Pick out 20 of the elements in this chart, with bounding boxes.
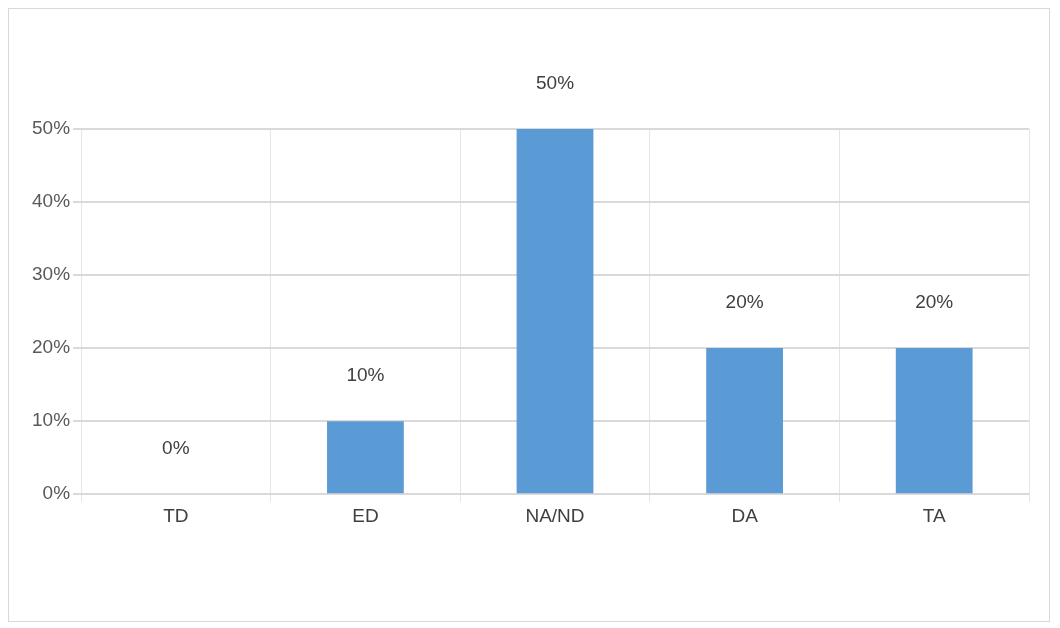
y-tick-label: 10% — [32, 409, 71, 431]
y-tick-label: 50% — [32, 117, 71, 139]
y-tick-label: 20% — [32, 336, 71, 358]
data-label: 0% — [162, 436, 190, 458]
bar — [895, 348, 973, 494]
y-tick-label: 30% — [32, 263, 71, 285]
bar — [516, 129, 594, 494]
x-tick-label: DA — [731, 504, 759, 526]
data-label: 20% — [725, 290, 764, 312]
x-tick-label: NA/ND — [525, 504, 585, 526]
y-tick-label: 40% — [32, 190, 71, 212]
bar — [327, 421, 404, 494]
x-tick-label: TD — [163, 504, 189, 526]
data-label: 50% — [536, 71, 575, 93]
data-label: 10% — [346, 363, 385, 385]
y-tick-label: 0% — [42, 482, 71, 504]
data-label: 20% — [915, 290, 954, 312]
x-tick-label: TA — [922, 504, 946, 526]
x-tick-label: ED — [352, 504, 379, 526]
bar — [706, 348, 783, 494]
